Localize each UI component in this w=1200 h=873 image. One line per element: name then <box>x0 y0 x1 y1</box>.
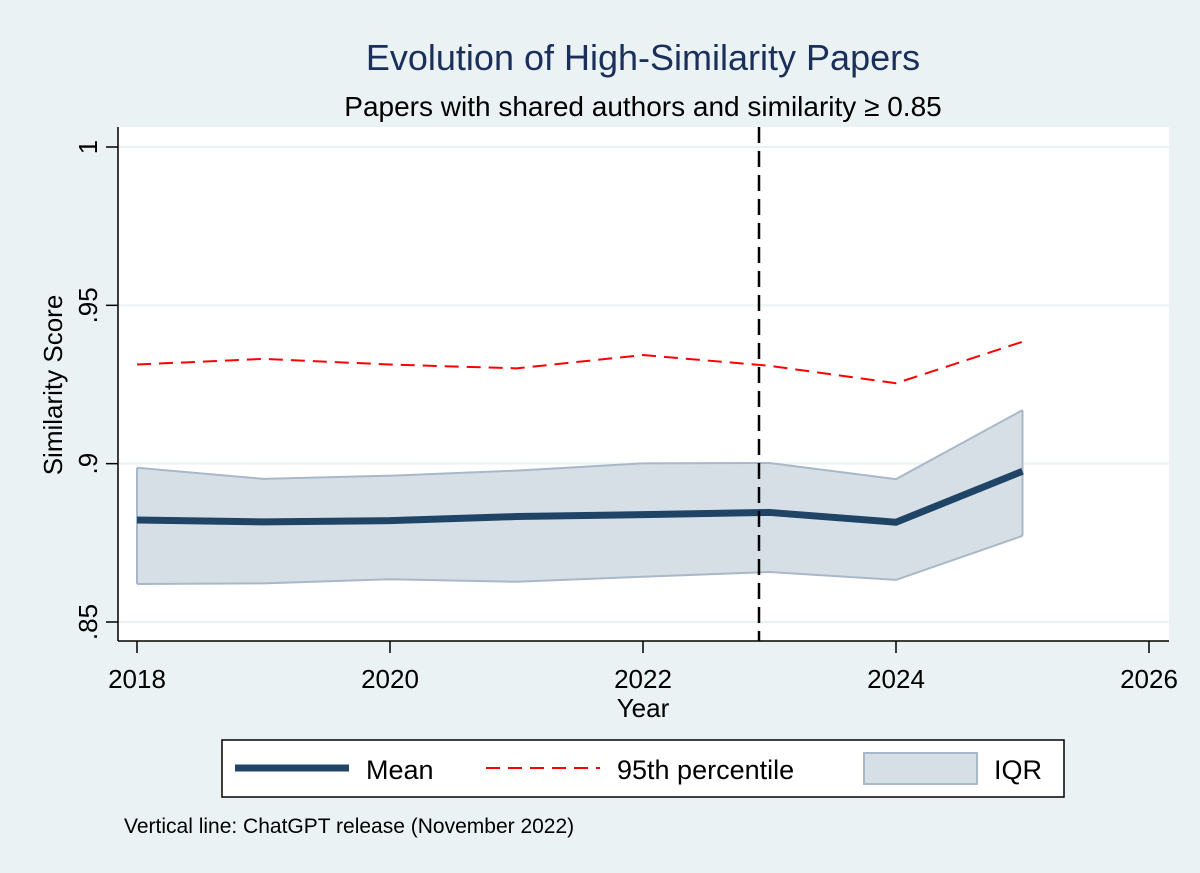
x-axis-ticks: 2018 2020 2022 2024 2026 <box>108 641 1178 694</box>
chart-subtitle: Papers with shared authors and similarit… <box>344 91 941 122</box>
series-line-mean <box>136 468 1024 526</box>
iqr-band-layer <box>136 409 1024 585</box>
x-tick-label: 2026 <box>1120 664 1178 694</box>
y-tick-label: .95 <box>73 287 103 323</box>
chart-note: Vertical line: ChatGPT release (November… <box>124 815 574 838</box>
x-tick-label: 2018 <box>108 664 166 694</box>
y-axis-ticks: .85 .9 .95 1 <box>73 140 118 640</box>
chart-title: Evolution of High-Similarity Papers <box>366 37 920 78</box>
iqr-band-upper-edge <box>136 409 1023 481</box>
series-layer <box>136 340 1024 526</box>
x-axis-title: Year <box>617 693 670 723</box>
legend-label-iqr: IQR <box>994 755 1042 785</box>
iqr-band-area <box>137 410 1023 584</box>
y-tick-label: 1 <box>73 140 103 154</box>
series-line-95th-percentile <box>136 340 1023 385</box>
x-tick-label: 2024 <box>867 664 925 694</box>
y-tick-label: .9 <box>73 453 103 475</box>
x-tick-label: 2022 <box>614 664 672 694</box>
legend-swatch-iqr <box>863 752 978 785</box>
iqr-band-lower-edge <box>136 534 1023 585</box>
legend: Mean 95th percentile IQR <box>221 739 1065 798</box>
y-tick-label: .85 <box>73 604 103 640</box>
x-tick-label: 2020 <box>361 664 419 694</box>
legend-label-95th-percentile: 95th percentile <box>617 755 794 785</box>
y-axis-title: Similarity Score <box>38 295 68 476</box>
legend-label-mean: Mean <box>366 755 434 785</box>
